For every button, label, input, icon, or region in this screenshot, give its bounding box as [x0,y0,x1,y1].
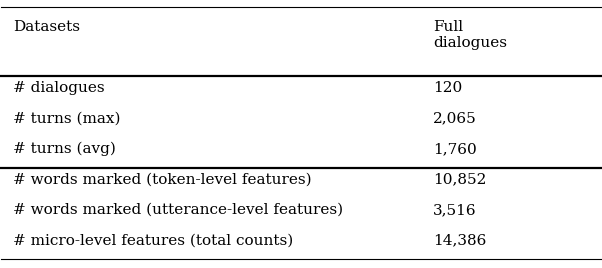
Text: 1,760: 1,760 [433,142,477,156]
Text: 120: 120 [433,81,462,95]
Text: 3,516: 3,516 [433,203,476,217]
Text: # words marked (utterance-level features): # words marked (utterance-level features… [13,203,344,217]
Text: 2,065: 2,065 [433,111,477,125]
Text: # turns (max): # turns (max) [13,111,121,125]
Text: Datasets: Datasets [13,20,81,34]
Text: Full
dialogues: Full dialogues [433,20,507,50]
Text: # micro-level features (total counts): # micro-level features (total counts) [13,233,294,247]
Text: 10,852: 10,852 [433,172,486,187]
Text: # words marked (token-level features): # words marked (token-level features) [13,172,312,187]
Text: 14,386: 14,386 [433,233,486,247]
Text: # dialogues: # dialogues [13,81,105,95]
Text: # turns (avg): # turns (avg) [13,142,116,156]
